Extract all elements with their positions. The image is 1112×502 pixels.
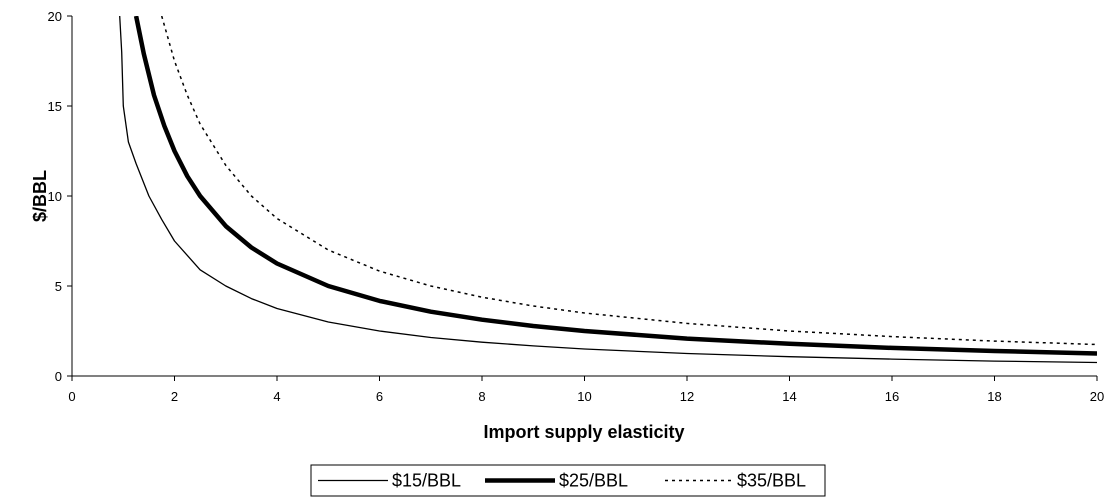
x-tick-label: 8: [478, 389, 485, 404]
series-line-3: [160, 16, 1097, 346]
x-tick-label: 4: [273, 389, 280, 404]
y-tick-label: 5: [55, 279, 62, 294]
x-tick-label: 0: [68, 389, 75, 404]
y-tick-label: 20: [48, 9, 62, 24]
legend-label-2: $25/BBL: [559, 471, 628, 491]
x-tick-label: 14: [782, 389, 796, 404]
legend-label-1: $15/BBL: [392, 471, 461, 491]
x-tick-label: 6: [376, 389, 383, 404]
legend-box: [310, 464, 826, 497]
x-tick-label: 10: [577, 389, 591, 404]
plot-area: [119, 16, 1097, 364]
y-tick-label: 10: [48, 189, 62, 204]
y-axis-title: $/BBL: [30, 170, 50, 222]
x-tick-label: 18: [987, 389, 1001, 404]
y-tick-label: 15: [48, 99, 62, 114]
axes: 0 2 4 6 8 10 12 14 16 18 20 0 5 10 15 20: [48, 9, 1105, 404]
x-tick-label: 2: [171, 389, 178, 404]
series-line-2: [133, 16, 1097, 356]
legend-label-3: $35/BBL: [737, 471, 806, 491]
y-tick-label: 0: [55, 369, 62, 384]
x-axis-title: Import supply elasticity: [483, 422, 684, 442]
x-tick-label: 12: [680, 389, 694, 404]
x-tick-label: 16: [885, 389, 899, 404]
legend: $15/BBL $25/BBL $35/BBL: [310, 464, 826, 497]
series-line-1: [119, 16, 1097, 364]
x-tick-label: 20: [1090, 389, 1104, 404]
